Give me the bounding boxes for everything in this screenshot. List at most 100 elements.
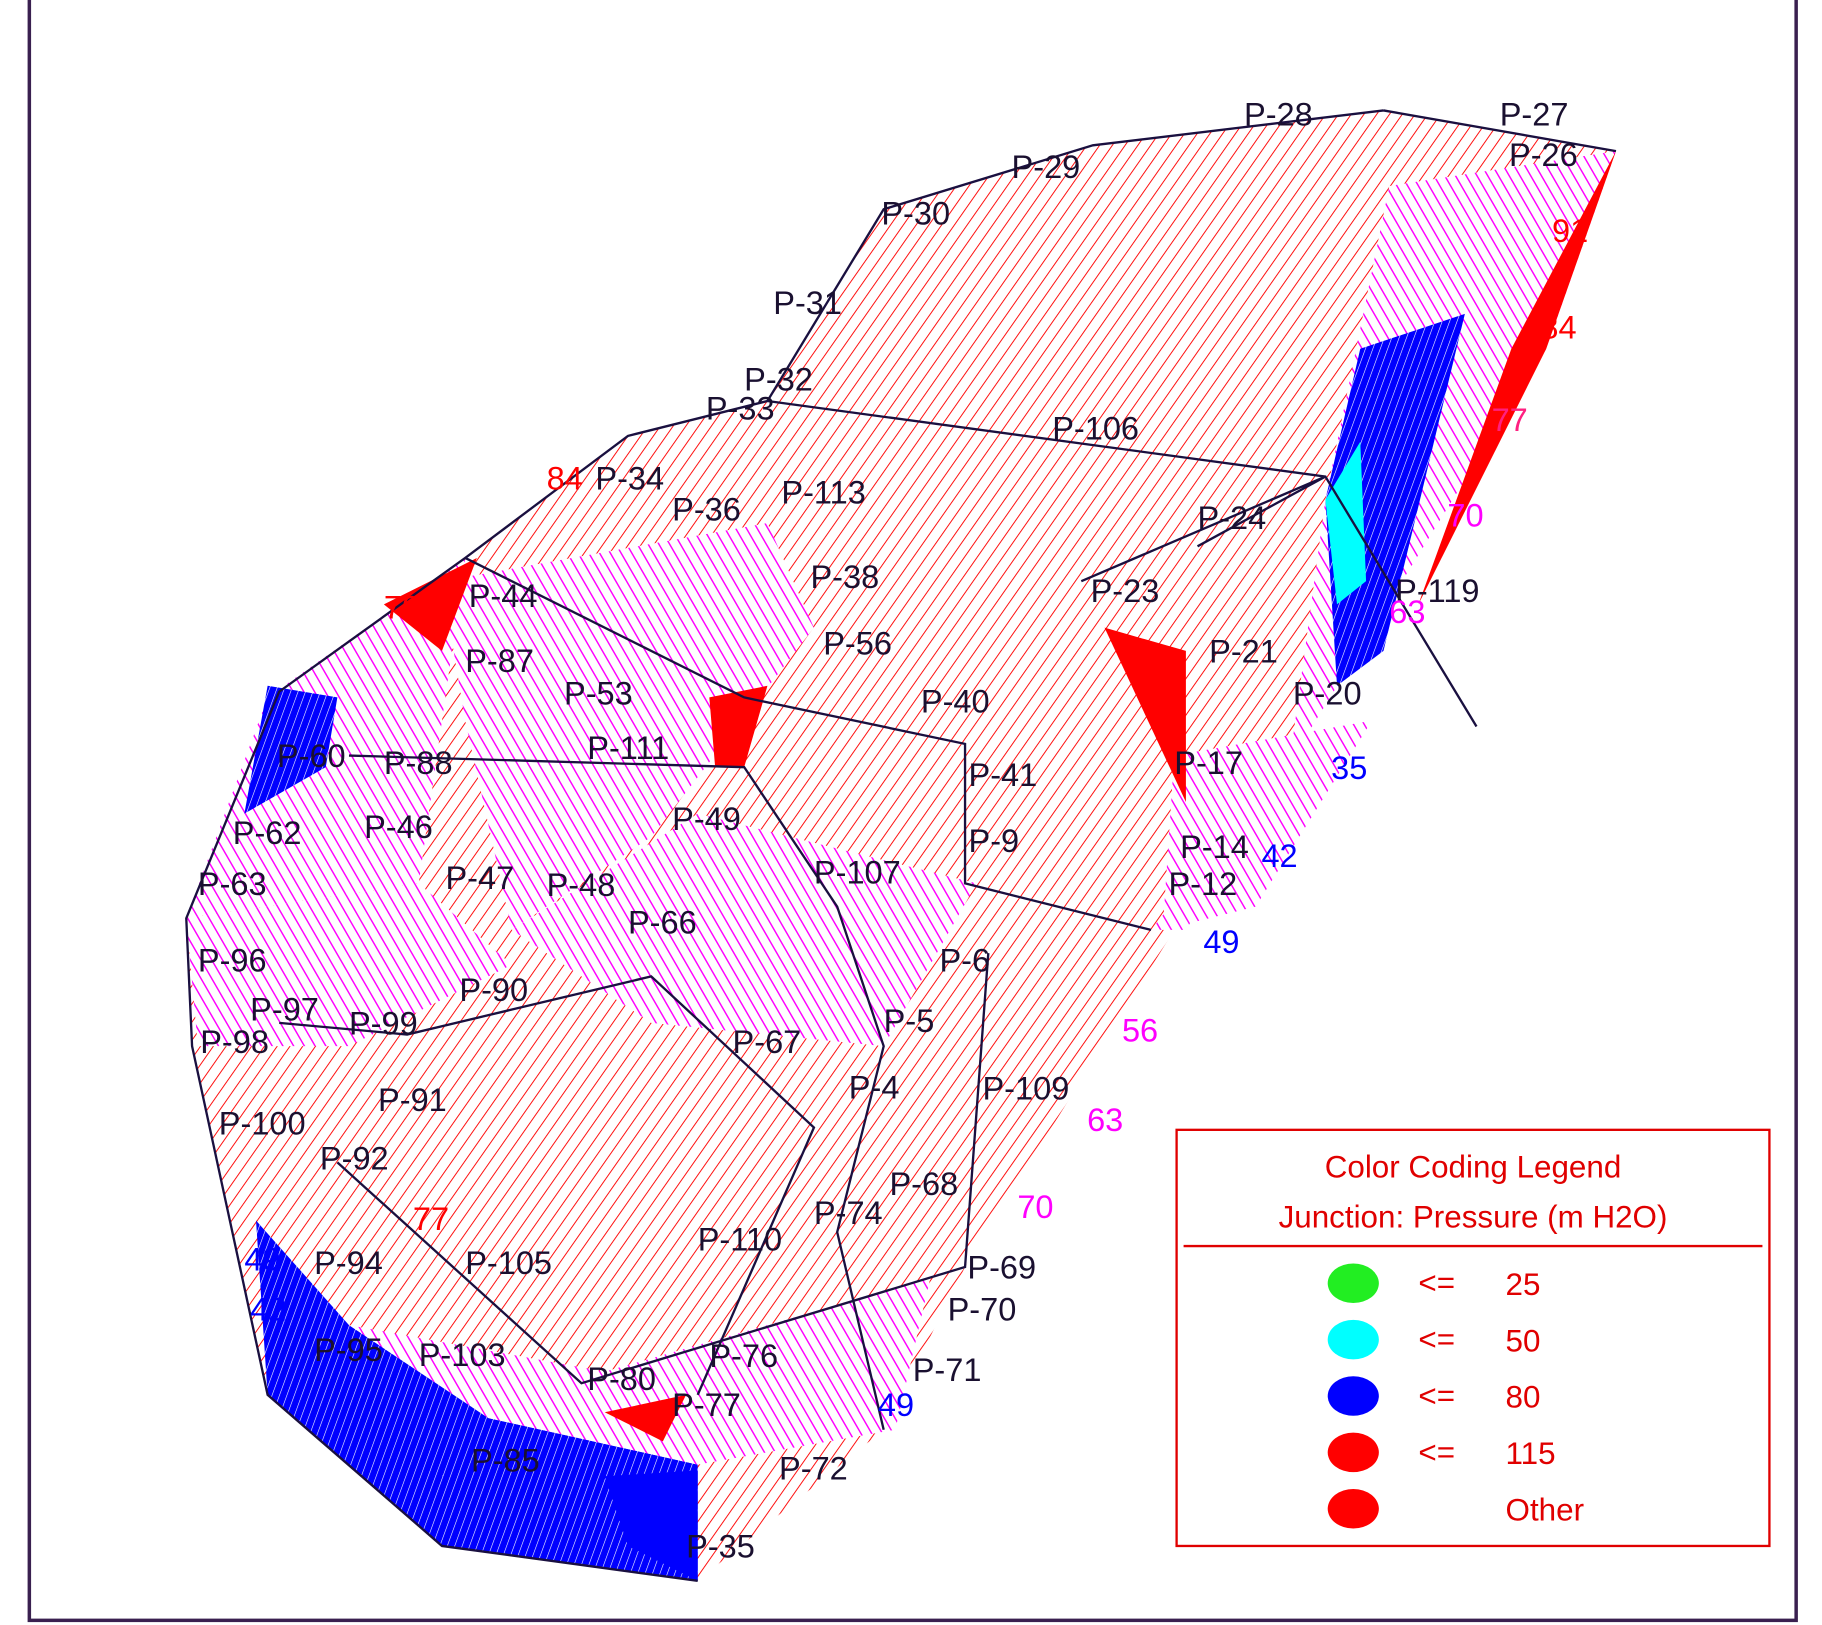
pipe-label: P-95 [314, 1332, 383, 1368]
pipe-label: P-113 [781, 474, 865, 510]
contour-label: 70 [1017, 1189, 1053, 1225]
pipe-label: P-44 [469, 578, 538, 614]
contour-label: 42 [250, 1291, 286, 1327]
contour-labels: 91 84 77 70 63 56 63 70 49 42 35 49 42 77 70 84 49 [244, 213, 1588, 1423]
legend-operator: <= [1418, 1322, 1455, 1357]
contour-label: 63 [1389, 594, 1425, 630]
pipe-label: P-40 [921, 684, 990, 720]
pipe-label: P-110 [698, 1222, 782, 1258]
contour-label: 77 [413, 1201, 449, 1237]
legend-value: 80 [1506, 1380, 1541, 1415]
pipe-label: P-91 [378, 1082, 447, 1118]
pipe-label: P-27 [1500, 97, 1569, 133]
pipe-label: P-106 [1052, 410, 1139, 446]
pipe-label: P-111 [587, 730, 669, 766]
pipe-label: P-69 [967, 1250, 1036, 1286]
legend-swatch [1327, 1489, 1379, 1529]
pipe-label: P-49 [672, 801, 741, 837]
legend: Color Coding Legend Junction: Pressure (… [1175, 1128, 1771, 1548]
legend-operator: <= [1418, 1378, 1455, 1413]
pipe-label: P-98 [200, 1024, 269, 1060]
pipe-label: P-31 [773, 285, 842, 321]
pipe-label: P-119 [1395, 573, 1479, 609]
contour-label: 49 [244, 1241, 280, 1277]
legend-swatch [1327, 1263, 1379, 1304]
pipe-label: P-63 [198, 866, 267, 902]
contour-label: 77 [1492, 402, 1528, 438]
legend-title: Color Coding Legend [1325, 1149, 1622, 1184]
pipe-label: P-71 [913, 1352, 982, 1388]
legend-value: 50 [1506, 1323, 1541, 1358]
pipe-label: P-30 [881, 195, 950, 231]
pipe-label: P-48 [547, 867, 616, 903]
pipe-label: P-20 [1293, 675, 1362, 711]
pipe-label: P-36 [672, 492, 741, 528]
pipe-label: P-5 [884, 1003, 935, 1039]
pipe-network [185, 109, 1617, 1582]
contour-label: 91 [1552, 213, 1588, 249]
pipe-label: P-66 [628, 904, 697, 940]
pipe-label: P-17 [1174, 745, 1243, 781]
pipe-label: P-38 [810, 559, 879, 595]
pipe-label: P-6 [939, 943, 990, 979]
pipe-label: P-47 [445, 860, 514, 896]
pipe-label: P-109 [982, 1071, 1069, 1107]
pipe-label: P-26 [1509, 137, 1578, 173]
pipe-label: P-34 [595, 460, 664, 496]
pipe-label: P-32 [744, 362, 813, 398]
pipe-label: P-56 [823, 625, 892, 661]
pipe-label: P-92 [320, 1140, 389, 1176]
legend-swatch [1327, 1319, 1379, 1360]
pipe-label: P-21 [1209, 634, 1278, 670]
pipe-label: P-24 [1198, 500, 1267, 536]
pipe-label: P-62 [233, 815, 302, 851]
legend-swatch [1327, 1376, 1379, 1416]
pipe-label: P-46 [364, 809, 433, 845]
pipe-label: P-60 [277, 738, 346, 774]
pipe-label: P-29 [1012, 149, 1081, 185]
legend-value: 25 [1506, 1267, 1541, 1302]
contour-label: 49 [878, 1387, 914, 1423]
contour-label: 70 [1447, 498, 1483, 534]
legend-label: Other [1506, 1492, 1584, 1527]
pipe-label: P-85 [471, 1443, 540, 1479]
pipe-labels: P-28 P-27 P-26 P-29 P-30 P-31 P-32P-33 P-106 P-3… [198, 97, 1578, 1565]
pipe-label: P-72 [779, 1451, 848, 1487]
pipe-label: P-100 [219, 1105, 306, 1141]
contour-label: 42 [1261, 838, 1297, 874]
pipe-label: P-90 [459, 972, 528, 1008]
legend-box [1175, 1128, 1771, 1548]
contour-label: 63 [1087, 1102, 1123, 1138]
contour-fill [186, 110, 1616, 1581]
pipe-label: P-4 [849, 1069, 900, 1105]
pipe-label: P-94 [314, 1245, 383, 1281]
pipe-label: P-87 [465, 643, 534, 679]
pipe-label: P-33 [706, 391, 775, 427]
legend-swatch [1327, 1432, 1379, 1473]
pipe-label: P-53 [564, 675, 633, 711]
contour-label: 56 [1122, 1012, 1158, 1048]
contour-label: 84 [547, 460, 583, 496]
pipe-label: P-14 [1180, 829, 1249, 865]
contour-label: 70 [384, 589, 420, 625]
legend-operator: <= [1418, 1266, 1455, 1301]
contour-label: 84 [1540, 309, 1576, 345]
legend-operator: <= [1418, 1435, 1455, 1470]
pipe-label: P-70 [948, 1291, 1017, 1327]
pipe-label: P-80 [587, 1361, 656, 1397]
pipe-label: P-28 [1244, 97, 1313, 133]
pipe-label: P-96 [198, 943, 267, 979]
pipe-label: P-68 [889, 1166, 958, 1202]
pipe-label: P-9 [969, 823, 1020, 859]
pipe-label: P-74 [814, 1195, 883, 1231]
pipe-label: P-77 [672, 1387, 741, 1423]
pipe-label: P-12 [1168, 866, 1237, 902]
pipe-label: P-41 [969, 757, 1038, 793]
pipe-label: P-97 [250, 992, 319, 1028]
pipe-label: P-35 [686, 1529, 755, 1565]
legend-subtitle: Junction: Pressure (m H2O) [1279, 1199, 1668, 1234]
legend-items: <= 25 <= 50 <= 80 <= 115 Other [1327, 1263, 1584, 1529]
pipe-label: P-103 [419, 1337, 506, 1373]
